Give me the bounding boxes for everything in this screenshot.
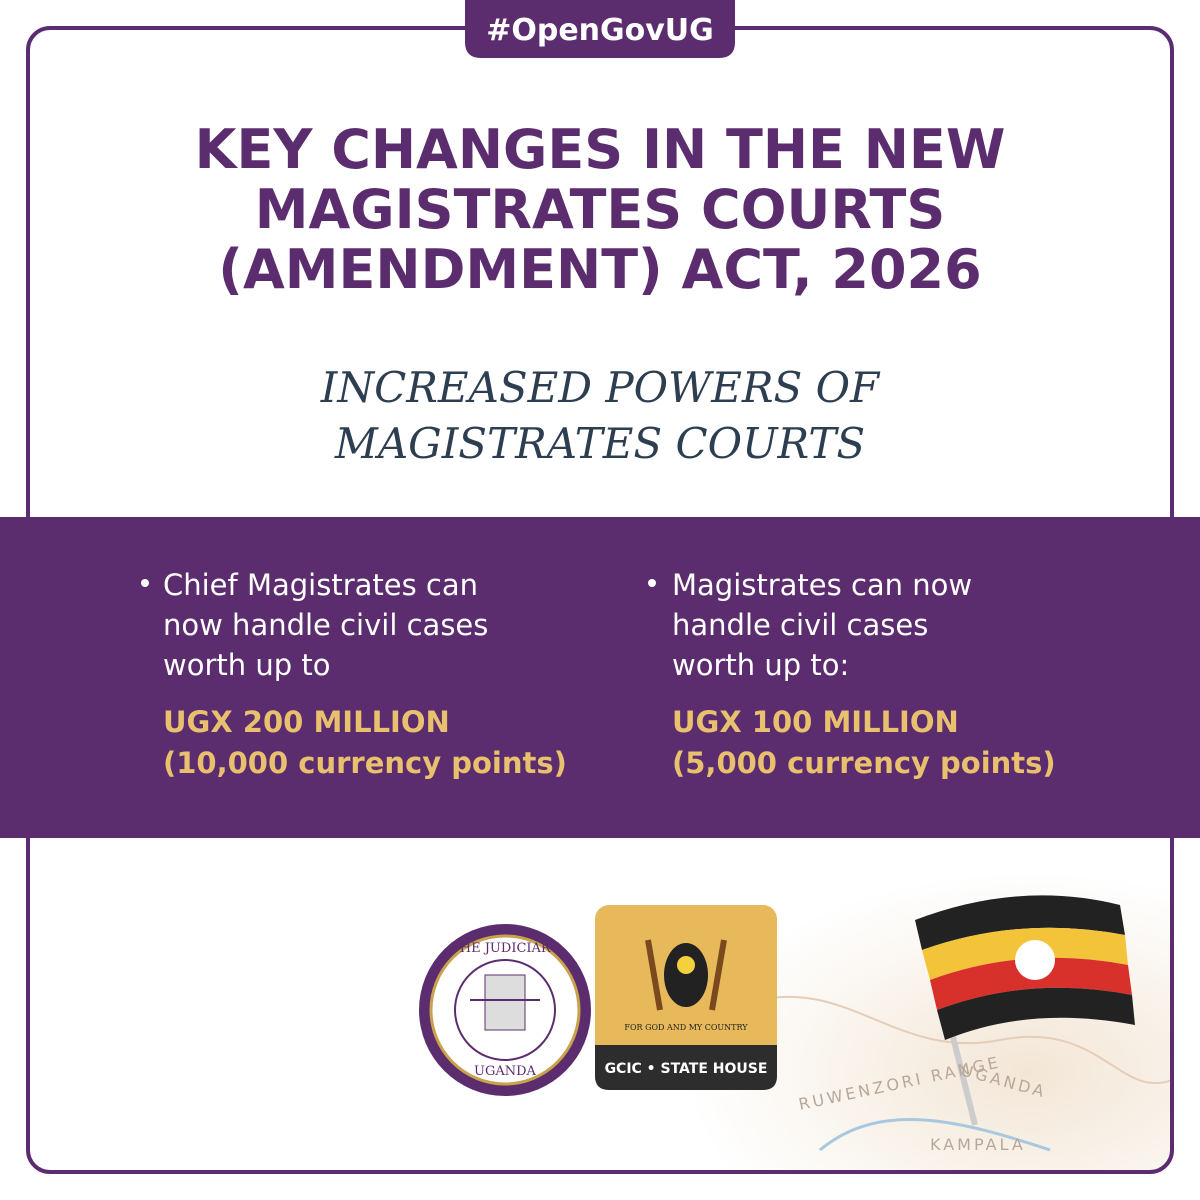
bullet-text: worth up to xyxy=(163,648,330,682)
title-line: MAGISTRATES COURTS xyxy=(255,178,946,241)
title-line: KEY CHANGES IN THE NEW xyxy=(195,118,1006,181)
bullet-text: worth up to: xyxy=(672,648,849,682)
logo-text: UGANDA xyxy=(474,1064,537,1079)
subtitle-line: INCREASED POWERS OF xyxy=(320,363,881,412)
bullet-amount: UGX 200 MILLION xyxy=(163,705,450,739)
state-house-logo xyxy=(595,905,777,1090)
bullet-dot xyxy=(648,579,656,587)
flag xyxy=(915,895,1135,1126)
map-label: KAMPALA xyxy=(930,1135,1026,1154)
tag: #OpenGovUG xyxy=(486,13,714,48)
judiciary-logo xyxy=(419,924,591,1096)
map-line xyxy=(759,995,1173,1085)
title-line: (AMENDMENT) ACT, 2026 xyxy=(218,238,981,301)
logo-label: GCIC • STATE HOUSE xyxy=(605,1061,768,1077)
bullet-amount: UGX 100 MILLION xyxy=(672,705,959,739)
tag-badge xyxy=(465,0,735,58)
bullet-amount: (10,000 currency points) xyxy=(163,746,567,780)
bullet-text: Magistrates can now xyxy=(672,568,972,602)
subtitle-line: MAGISTRATES COURTS xyxy=(334,419,865,468)
map-lake xyxy=(819,1118,1051,1152)
logo-text: THE JUDICIARY xyxy=(451,941,559,956)
bullet-amount: (5,000 currency points) xyxy=(672,746,1056,780)
logo-motto: FOR GOD AND MY COUNTRY xyxy=(624,1023,748,1032)
bullet-text: Chief Magistrates can xyxy=(163,568,478,602)
bullet-text: now handle civil cases xyxy=(163,608,488,642)
bullet-dot xyxy=(141,579,149,587)
bullet-text: handle civil cases xyxy=(672,608,928,642)
band xyxy=(0,517,1200,838)
